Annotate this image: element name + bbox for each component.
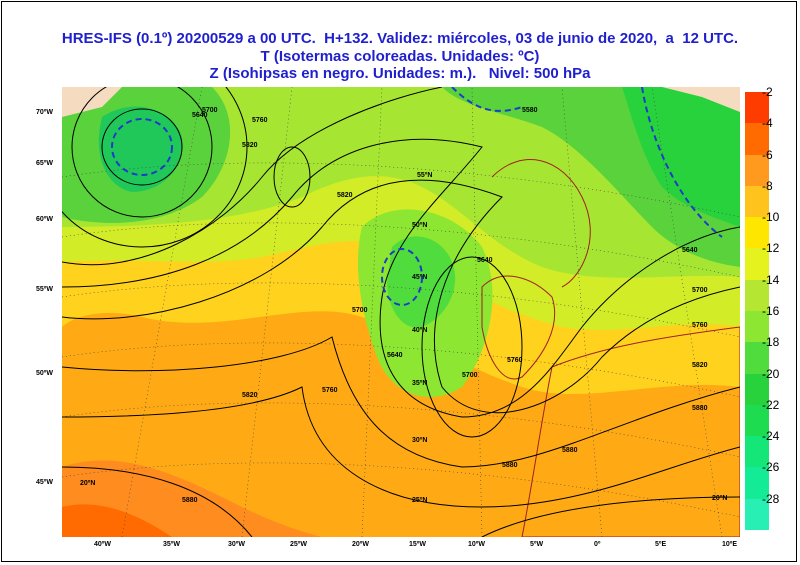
isohypse-label: 5820	[692, 362, 708, 369]
lat-label: 20ºN	[712, 495, 728, 502]
legend-label: -8	[762, 178, 773, 193]
x-tick-label: 10ºE	[722, 541, 738, 548]
lat-label: 35ºN	[412, 380, 428, 387]
x-tick-label: 25ºW	[290, 541, 307, 548]
isohypse-label: 5700	[692, 287, 708, 294]
legend-label: -6	[762, 147, 773, 162]
lat-label: 55ºN	[417, 172, 433, 179]
lat-label: 30ºN	[412, 437, 428, 444]
legend-swatch	[745, 498, 769, 531]
color-legend	[745, 92, 769, 531]
isohypses	[62, 87, 740, 537]
isohypse-label: 5760	[252, 117, 268, 124]
map-subtitle-temperature: T (Isotermas coloreadas. Unidades: ºC)	[260, 48, 540, 65]
temperature-field-cold-core-east	[622, 87, 740, 227]
legend-label: -24	[762, 429, 780, 444]
y-tick-label: 70ºW	[36, 109, 53, 116]
legend-label: -16	[762, 304, 780, 318]
y-tick-label: 55ºW	[36, 286, 53, 293]
y-tick-label: 45ºW	[36, 479, 53, 486]
isohypse-label: 5700	[352, 307, 368, 314]
isohypse-label: 5820	[242, 142, 258, 149]
temperature-field-warmest-south	[62, 504, 172, 537]
isohypse-label: 5640	[682, 247, 698, 254]
legend-swatch	[745, 436, 769, 468]
x-tick-label: 30ºW	[228, 541, 245, 548]
isohypse-label: 5880	[692, 405, 708, 412]
isohypse-label: 5820	[337, 192, 353, 199]
x-tick-label: 35ºW	[163, 541, 180, 548]
coastline-europe	[491, 159, 591, 288]
legend-label: -26	[762, 460, 780, 475]
legend-swatch	[745, 123, 769, 156]
isohypse-label: 5700	[202, 107, 218, 114]
isohypse-label: 5580	[522, 107, 538, 114]
y-tick-label: 65ºW	[36, 160, 53, 167]
map-title: HRES-IFS (0.1º) 20200529 a 00 UTC. H+132…	[61, 30, 739, 47]
isohypse-label: 5760	[322, 387, 338, 394]
isohypse-label: 5880	[562, 447, 578, 454]
isohypse-label: 5760	[507, 357, 523, 364]
legend-label: -22	[762, 397, 780, 412]
isohypse-label: 5700	[462, 372, 478, 379]
legend-label: -2	[762, 85, 773, 99]
lat-label: 20ºN	[80, 480, 96, 487]
x-tick-label: 5ºW	[530, 541, 544, 548]
isohypse-label: 5820	[242, 392, 258, 399]
legend-swatch	[745, 279, 769, 312]
legend-label: -10	[762, 210, 780, 225]
legend-swatch	[745, 373, 769, 406]
legend-swatch	[745, 342, 769, 375]
land-northeast	[662, 87, 740, 112]
x-tick-label: 5ºE	[655, 541, 667, 548]
lat-label: 40ºN	[412, 327, 428, 334]
legend-swatch	[745, 248, 769, 281]
coastline-iberia	[481, 275, 556, 380]
x-tick-label: 15ºW	[409, 541, 426, 548]
x-tick-label: 0º	[594, 541, 601, 548]
legend-swatch	[745, 404, 769, 437]
x-tick-label: 20ºW	[352, 541, 369, 548]
isohypse-label: 5760	[692, 322, 708, 329]
isohypse-label: 5640	[477, 257, 493, 264]
legend-swatch	[745, 154, 769, 187]
legend-swatch	[745, 311, 769, 343]
legend-swatch	[745, 92, 769, 124]
weather-map: 55ºN 50ºN 45ºN 40ºN 35ºN 30ºN 25ºN 20ºN …	[62, 87, 740, 537]
isohypse-label: 5640	[192, 112, 208, 119]
legend-label: -4	[762, 116, 773, 131]
isohypse-label: 5880	[182, 497, 198, 504]
lat-label: 25ºN	[412, 497, 428, 504]
cold-isotherm	[111, 87, 723, 306]
y-tick-label: 50ºW	[36, 370, 53, 377]
legend-label: -12	[762, 241, 780, 256]
legend-swatch	[745, 467, 769, 500]
legend-swatch	[745, 217, 769, 249]
isohypse-label: 5880	[502, 462, 518, 469]
lat-label: 45ºN	[412, 274, 428, 281]
map-subtitle-geopotential: Z (Isohipsas en negro. Unidades: m.). Ni…	[209, 65, 591, 82]
coastline-africa	[521, 326, 740, 537]
x-tick-label: 10ºW	[468, 541, 485, 548]
legend-swatch	[745, 185, 769, 218]
land-greenland	[62, 87, 122, 117]
x-tick-label: 40ºW	[94, 541, 111, 548]
map-canvas	[62, 87, 740, 537]
lat-label: 50ºN	[412, 222, 428, 229]
y-tick-label: 60ºW	[36, 216, 53, 223]
legend-label: -28	[762, 491, 780, 506]
isohypse-label: 5640	[387, 352, 403, 359]
legend-label: -20	[762, 366, 780, 381]
legend-label: -18	[762, 335, 780, 350]
legend-label: -14	[762, 272, 780, 287]
